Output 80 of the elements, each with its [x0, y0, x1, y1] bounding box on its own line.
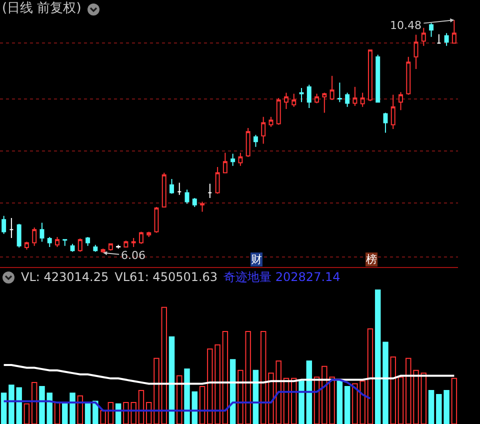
annotation: 财 — [251, 253, 262, 266]
candlestick — [47, 236, 52, 248]
bar — [428, 390, 434, 424]
candlestick — [24, 241, 29, 250]
candlestick — [330, 75, 334, 101]
candlestick — [177, 182, 182, 196]
candlestick — [253, 134, 258, 148]
candlestick — [138, 231, 144, 244]
candlestick — [360, 92, 365, 108]
bar — [0, 392, 7, 424]
candlestick — [376, 54, 380, 103]
candlestick — [383, 112, 388, 134]
annotation: 6.06 — [121, 249, 146, 262]
candlestick — [146, 231, 152, 238]
candlestick — [284, 92, 288, 110]
candlestick — [421, 27, 426, 46]
candlestick — [184, 189, 190, 204]
candlestick — [246, 127, 250, 158]
candlestick — [299, 87, 304, 103]
candlestick — [276, 97, 281, 126]
candlestick — [337, 82, 342, 103]
text: VL61: 450501.63 — [114, 270, 218, 284]
candlestick — [306, 84, 312, 108]
candlestick — [414, 34, 418, 70]
annotation: 榜 — [366, 253, 377, 266]
candlestick — [215, 166, 220, 194]
candlestick — [230, 153, 236, 166]
candlestick — [16, 223, 22, 248]
candlestick — [436, 34, 442, 44]
bar — [336, 379, 343, 424]
bar — [184, 368, 190, 424]
candlestick — [208, 183, 212, 199]
candlestick — [406, 56, 411, 96]
candlestick — [108, 243, 113, 252]
candlestick — [78, 238, 82, 252]
bar — [84, 403, 91, 424]
candlestick — [261, 116, 266, 144]
candlestick — [268, 116, 274, 128]
candlestick — [116, 244, 121, 250]
candlestick — [162, 172, 166, 208]
candlestick — [70, 243, 75, 252]
candlestick — [124, 240, 128, 248]
bar — [230, 359, 236, 424]
candlestick — [2, 215, 6, 234]
candlestick — [390, 94, 396, 130]
text: 奇迹地量 202827.14 — [224, 270, 340, 284]
candlestick — [192, 198, 197, 208]
candlestick — [9, 218, 14, 239]
bar — [46, 392, 52, 424]
candlestick — [292, 93, 296, 108]
candlestick — [222, 152, 228, 174]
chart-title: (日线 前复权) — [2, 1, 82, 16]
candlestick — [55, 236, 60, 248]
candlestick — [170, 178, 174, 194]
bar — [374, 289, 381, 424]
text: VL: 423014.25 — [21, 270, 109, 284]
bar — [382, 342, 388, 424]
candlestick — [93, 244, 98, 252]
candlestick — [352, 86, 358, 106]
candlestick — [238, 152, 243, 166]
candlestick — [429, 22, 434, 38]
candlestick — [40, 222, 44, 242]
candlestick — [32, 227, 37, 246]
bar — [168, 336, 175, 424]
bar — [306, 360, 312, 424]
bar — [192, 391, 198, 424]
bar — [344, 386, 350, 424]
candlestick — [322, 92, 327, 114]
annotation: 10.48 — [390, 19, 422, 32]
candlestick — [444, 32, 449, 46]
bar — [39, 386, 45, 424]
candlestick — [131, 238, 136, 248]
candlestick — [200, 201, 205, 212]
candlestick — [62, 238, 68, 246]
candlestick — [86, 236, 90, 246]
candlestick — [398, 92, 403, 111]
candlestick — [368, 50, 372, 102]
candlestick — [314, 93, 320, 104]
bar — [298, 380, 304, 424]
candlestick — [345, 92, 350, 108]
